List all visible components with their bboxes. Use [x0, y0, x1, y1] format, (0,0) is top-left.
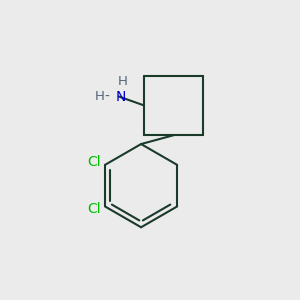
Text: -: - — [104, 89, 109, 103]
Text: Cl: Cl — [87, 155, 101, 169]
Text: Cl: Cl — [87, 202, 101, 216]
Text: H: H — [118, 74, 128, 88]
Text: H: H — [95, 90, 105, 103]
Text: N: N — [115, 89, 126, 103]
